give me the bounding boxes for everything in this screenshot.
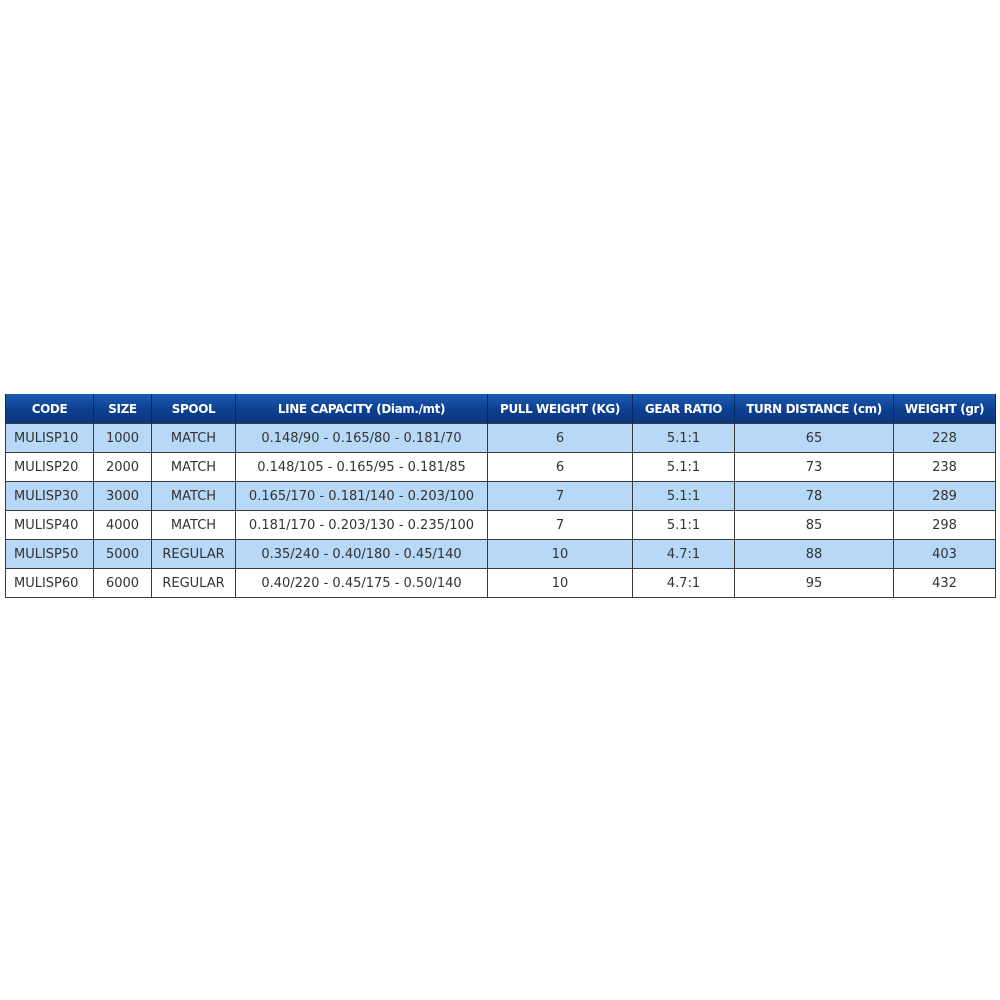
cell-code: MULISP30 xyxy=(5,481,94,511)
spec-table: CODE SIZE SPOOL LINE CAPACITY (Diam./mt) PUL… xyxy=(5,394,996,598)
cell-weight: 403 xyxy=(893,539,996,569)
cell-line-capacity: 0.40/220 - 0.45/175 - 0.50/140 xyxy=(235,568,488,598)
header-pull-weight: PULL WEIGHT (KG) xyxy=(487,394,633,424)
cell-weight: 298 xyxy=(893,510,996,540)
cell-spool: REGULAR xyxy=(151,539,236,569)
cell-turn-distance: 85 xyxy=(734,510,894,540)
table-row: MULISP50 5000 REGULAR 0.35/240 - 0.40/180 -… xyxy=(5,539,996,569)
cell-pull-weight: 10 xyxy=(487,539,633,569)
cell-turn-distance: 78 xyxy=(734,481,894,511)
table-row: MULISP10 1000 MATCH 0.148/90 - 0.165/80 - 0… xyxy=(5,423,996,453)
cell-size: 4000 xyxy=(93,510,152,540)
cell-weight: 432 xyxy=(893,568,996,598)
cell-spool: MATCH xyxy=(151,481,236,511)
cell-size: 3000 xyxy=(93,481,152,511)
cell-spool: MATCH xyxy=(151,452,236,482)
cell-size: 6000 xyxy=(93,568,152,598)
header-row: CODE SIZE SPOOL LINE CAPACITY (Diam./mt) PUL… xyxy=(5,394,996,424)
table-row: MULISP40 4000 MATCH 0.181/170 - 0.203/130 -… xyxy=(5,510,996,540)
cell-line-capacity: 0.181/170 - 0.203/130 - 0.235/100 xyxy=(235,510,488,540)
cell-size: 5000 xyxy=(93,539,152,569)
table-row: MULISP30 3000 MATCH 0.165/170 - 0.181/140 -… xyxy=(5,481,996,511)
cell-gear-ratio: 4.7:1 xyxy=(632,539,735,569)
cell-size: 1000 xyxy=(93,423,152,453)
header-spool: SPOOL xyxy=(151,394,236,424)
cell-turn-distance: 65 xyxy=(734,423,894,453)
cell-turn-distance: 88 xyxy=(734,539,894,569)
cell-spool: MATCH xyxy=(151,510,236,540)
header-turn-distance: TURN DISTANCE (cm) xyxy=(734,394,894,424)
header-size: SIZE xyxy=(93,394,152,424)
cell-pull-weight: 7 xyxy=(487,481,633,511)
cell-pull-weight: 6 xyxy=(487,423,633,453)
cell-weight: 238 xyxy=(893,452,996,482)
cell-code: MULISP50 xyxy=(5,539,94,569)
header-weight: WEIGHT (gr) xyxy=(893,394,996,424)
cell-gear-ratio: 4.7:1 xyxy=(632,568,735,598)
table-row: MULISP20 2000 MATCH 0.148/105 - 0.165/95 - … xyxy=(5,452,996,482)
cell-gear-ratio: 5.1:1 xyxy=(632,423,735,453)
cell-line-capacity: 0.35/240 - 0.40/180 - 0.45/140 xyxy=(235,539,488,569)
cell-line-capacity: 0.148/105 - 0.165/95 - 0.181/85 xyxy=(235,452,488,482)
cell-pull-weight: 7 xyxy=(487,510,633,540)
cell-pull-weight: 6 xyxy=(487,452,633,482)
table-row: MULISP60 6000 REGULAR 0.40/220 - 0.45/175 -… xyxy=(5,568,996,598)
cell-weight: 228 xyxy=(893,423,996,453)
cell-spool: REGULAR xyxy=(151,568,236,598)
cell-gear-ratio: 5.1:1 xyxy=(632,510,735,540)
cell-line-capacity: 0.165/170 - 0.181/140 - 0.203/100 xyxy=(235,481,488,511)
cell-pull-weight: 10 xyxy=(487,568,633,598)
header-line-capacity: LINE CAPACITY (Diam./mt) xyxy=(235,394,488,424)
cell-code: MULISP20 xyxy=(5,452,94,482)
cell-size: 2000 xyxy=(93,452,152,482)
cell-gear-ratio: 5.1:1 xyxy=(632,481,735,511)
cell-code: MULISP40 xyxy=(5,510,94,540)
cell-spool: MATCH xyxy=(151,423,236,453)
cell-turn-distance: 73 xyxy=(734,452,894,482)
header-code: CODE xyxy=(5,394,94,424)
cell-line-capacity: 0.148/90 - 0.165/80 - 0.181/70 xyxy=(235,423,488,453)
header-gear-ratio: GEAR RATIO xyxy=(632,394,735,424)
cell-turn-distance: 95 xyxy=(734,568,894,598)
cell-code: MULISP10 xyxy=(5,423,94,453)
cell-gear-ratio: 5.1:1 xyxy=(632,452,735,482)
cell-code: MULISP60 xyxy=(5,568,94,598)
cell-weight: 289 xyxy=(893,481,996,511)
